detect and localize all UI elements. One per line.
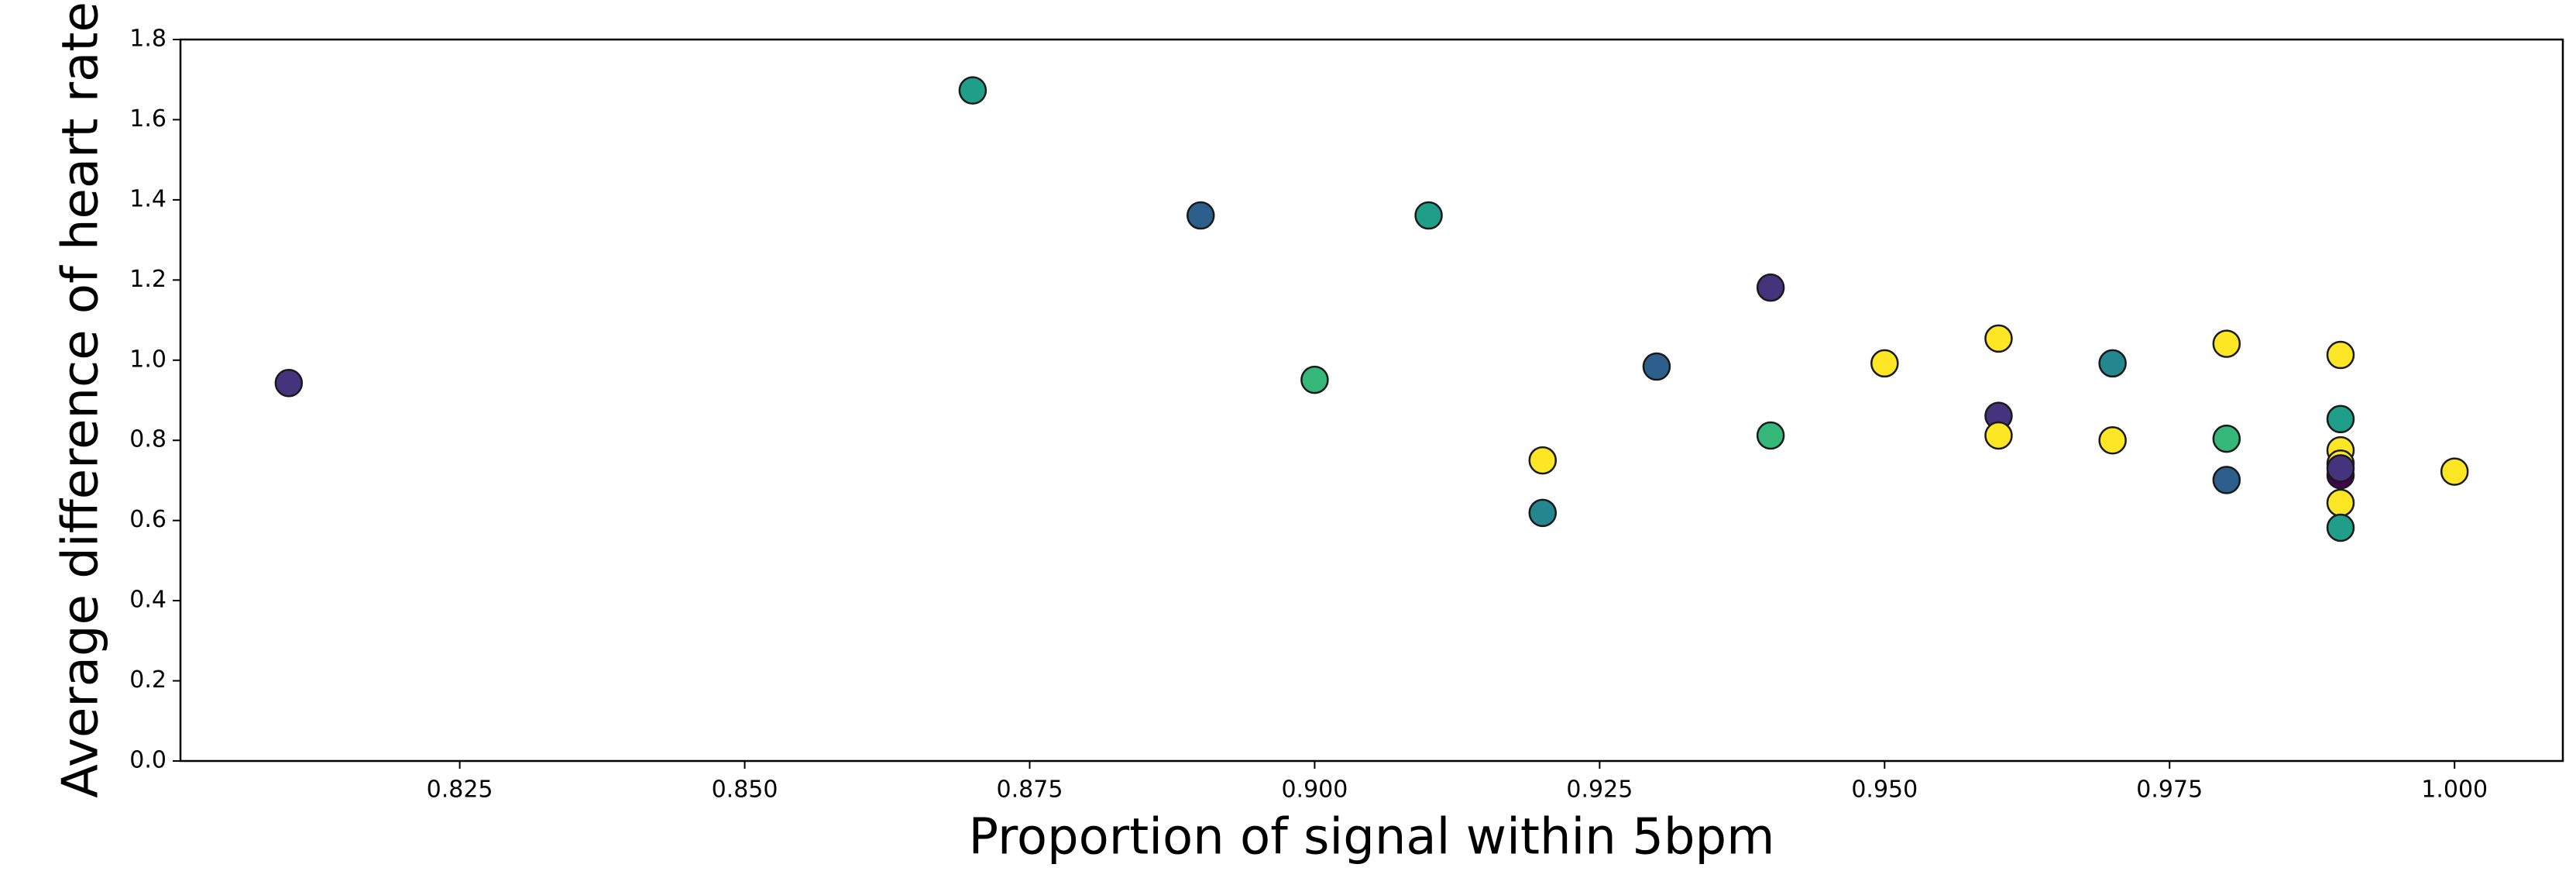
scatter-point [2212, 329, 2241, 358]
scatter-point [1414, 201, 1443, 230]
scatter-point [2326, 454, 2355, 483]
x-axis-label: Proportion of signal within 5bpm [968, 809, 1774, 866]
scatter-point [1756, 421, 1785, 450]
scatter-point [1984, 324, 2013, 353]
y-axis-label: Average difference of heart rate [53, 2, 110, 798]
y-tick-label: 1.0 [129, 346, 167, 373]
scatter-point [1642, 352, 1671, 381]
y-tick-label: 0.8 [129, 426, 167, 453]
scatter-point [2326, 488, 2355, 518]
scatter-point [1186, 201, 1215, 230]
scatter-point [2326, 513, 2355, 542]
scatter-point [2212, 466, 2241, 494]
scatter-point [2098, 349, 2127, 378]
plot-frame [179, 38, 2564, 763]
x-tick-label: 0.925 [1566, 776, 1633, 804]
scatter-point [1756, 273, 1785, 302]
scatter-point [1300, 365, 1329, 394]
y-tick-label: 0.2 [129, 666, 167, 694]
y-tick-label: 1.2 [129, 266, 167, 293]
scatter-point [1984, 421, 2013, 450]
y-tick-label: 1.4 [129, 185, 167, 212]
scatter-point [958, 76, 987, 105]
y-tick-label: 0.4 [129, 587, 167, 614]
x-tick-label: 1.000 [2421, 776, 2488, 804]
x-tick-label: 0.975 [2136, 776, 2203, 804]
y-tick-label: 0.6 [129, 506, 167, 533]
x-tick-label: 0.825 [427, 776, 493, 804]
scatter-point [1528, 446, 1558, 475]
scatter-point [2440, 457, 2469, 486]
y-tick-label: 1.8 [129, 26, 167, 53]
x-tick-label: 0.900 [1281, 776, 1348, 804]
y-tick-label: 1.6 [129, 105, 167, 133]
x-tick-label: 0.875 [997, 776, 1063, 804]
scatter-point [1528, 498, 1558, 528]
x-tick-label: 0.850 [712, 776, 778, 804]
scatter-point [274, 369, 304, 398]
x-tick-label: 0.950 [1851, 776, 1918, 804]
scatter-point [2326, 405, 2355, 434]
scatter-point [2098, 425, 2127, 455]
scatter-point [2326, 340, 2355, 370]
scatter-point [2212, 424, 2241, 453]
scatter-point [1870, 349, 1899, 378]
y-tick-label: 0.0 [129, 747, 167, 774]
